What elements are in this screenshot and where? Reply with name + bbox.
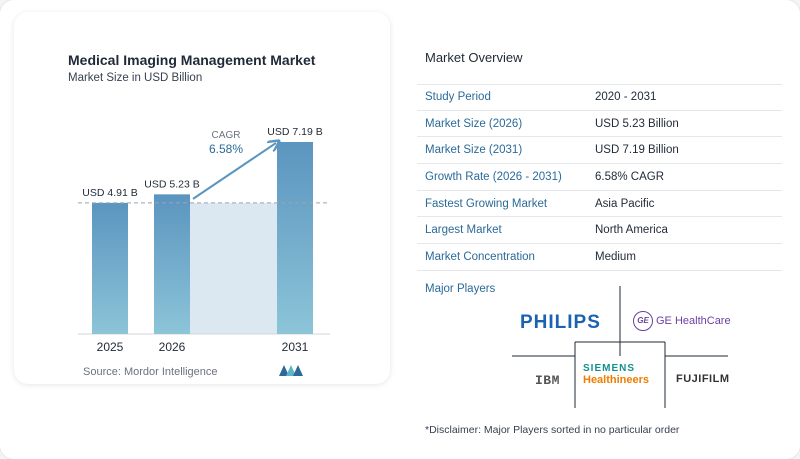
cagr-value: 6.58%	[209, 142, 243, 156]
bar-2026	[154, 194, 190, 334]
overview-row: Market Size (2026) USD 5.23 Billion	[417, 111, 782, 138]
overview-value: Asia Pacific	[595, 197, 655, 210]
bar-2025	[92, 202, 128, 334]
overview-value: Medium	[595, 250, 636, 263]
overview-row: Market Size (2031) USD 7.19 Billion	[417, 137, 782, 165]
overview-label: Growth Rate (2026 - 2031)	[425, 170, 562, 183]
overview-row: Largest Market North America	[417, 217, 782, 245]
overview-table: Study Period 2020 - 2031 Market Size (20…	[417, 84, 782, 271]
data-label: USD 5.23 B	[144, 178, 199, 190]
projection-band	[190, 202, 277, 334]
mordor-logo-icon	[279, 365, 303, 376]
cagr-label: CAGR	[212, 130, 241, 141]
overview-row: Market Concentration Medium	[417, 244, 782, 271]
ge-healthcare-label: GE HealthCare	[656, 315, 731, 327]
overview-title: Market Overview	[425, 50, 523, 65]
chart-title: Medical Imaging Management Market	[68, 52, 316, 68]
chart-subtitle: Market Size in USD Billion	[68, 72, 203, 84]
siemens-healthineers-logo: SIEMENS Healthineers	[583, 363, 649, 386]
overview-label: Market Size (2031)	[425, 144, 523, 157]
data-label: USD 4.91 B	[82, 187, 137, 199]
x-tick-label: 2026	[159, 340, 186, 354]
bar-chart: USD 4.91 B 2025 USD 5.23 B 2026 USD 7.19 B 20…	[78, 126, 330, 354]
siemens-label: SIEMENS	[583, 363, 636, 374]
philips-logo: PHILIPS	[520, 312, 601, 333]
overview-row: Fastest Growing Market Asia Pacific	[417, 191, 782, 218]
overview-label: Study Period	[425, 91, 491, 104]
ibm-logo: IBM	[535, 373, 560, 388]
overview-label: Market Concentration	[425, 250, 535, 263]
overview-row: Study Period 2020 - 2031	[417, 84, 782, 111]
overview-value: USD 7.19 Billion	[595, 144, 679, 157]
ge-healthcare-logo: GE GE HealthCare	[633, 311, 731, 331]
x-tick-label: 2031	[282, 340, 309, 354]
overview-value: 6.58% CAGR	[595, 170, 665, 183]
overview-value: North America	[595, 224, 668, 237]
overview-row: Growth Rate (2026 - 2031) 6.58% CAGR	[417, 164, 782, 191]
overview-value: USD 5.23 Billion	[595, 117, 679, 130]
cagr-arrow	[192, 143, 276, 200]
fujifilm-logo: FUJIFILM	[676, 373, 730, 385]
overview-label: Market Size (2026)	[425, 117, 523, 130]
chart-source: Source: Mordor Intelligence	[83, 366, 218, 378]
healthineers-label: Healthineers	[583, 374, 650, 386]
overview-value: 2020 - 2031	[595, 91, 657, 104]
major-players-title: Major Players	[425, 283, 496, 295]
bar-2031	[277, 142, 313, 334]
disclaimer: *Disclaimer: Major Players sorted in no …	[425, 424, 680, 436]
overview-label: Largest Market	[425, 224, 502, 237]
ge-monogram-icon: GE	[633, 311, 653, 331]
x-tick-label: 2025	[97, 340, 124, 354]
overview-label: Fastest Growing Market	[425, 197, 548, 210]
data-label: USD 7.19 B	[267, 126, 322, 138]
